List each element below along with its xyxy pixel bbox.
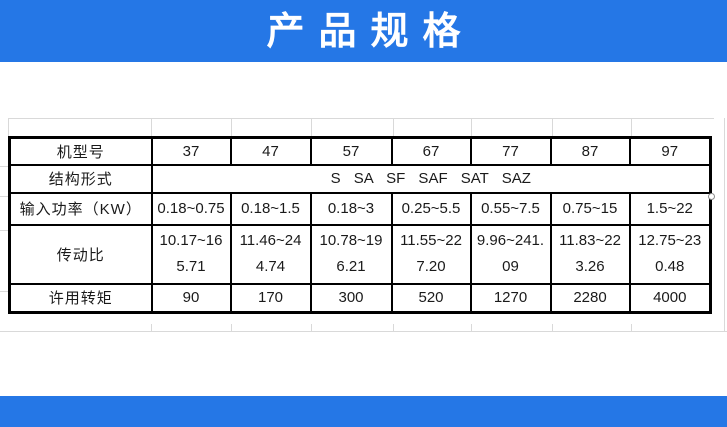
table-cell: 4000: [628, 282, 712, 314]
excel-gridline: [231, 118, 232, 136]
excel-gridline: [471, 324, 472, 331]
excel-gridline: [0, 230, 8, 231]
table-cell: 10.78~19 6.21: [309, 223, 393, 285]
table-cell: 37: [150, 136, 232, 166]
row-allowable-torque: 许用转矩 90 170 300 520 1270 2280 4000: [8, 282, 712, 314]
excel-gridline: [0, 331, 727, 332]
row-label-model-number: 机型号: [8, 136, 153, 166]
table-cell: 1.5~22: [628, 191, 712, 226]
excel-gridline: [393, 118, 394, 136]
table-cell: 170: [229, 282, 312, 314]
table-cell: 10.17~16 5.71: [150, 223, 232, 285]
excel-gridline: [552, 324, 553, 331]
table-cell-merged: S SA SF SAF SAT SAZ: [150, 163, 712, 194]
selection-handle-icon: [708, 193, 715, 200]
spec-table: 机型号 37 47 57 67 77 87 97 结构形式 S SA SF SA…: [8, 136, 712, 314]
excel-gridline: [8, 118, 714, 119]
table-cell: 0.25~5.5: [390, 191, 472, 226]
table-cell: 0.18~1.5: [229, 191, 312, 226]
excel-gridline: [311, 324, 312, 331]
table-cell: 97: [628, 136, 712, 166]
row-label-transmission-ratio: 传动比: [8, 223, 153, 285]
excel-gridline: [631, 324, 632, 331]
excel-gridline: [151, 118, 152, 136]
row-transmission-ratio: 传动比 10.17~16 5.71 11.46~24 4.74 10.78~19…: [8, 223, 712, 285]
row-input-power: 输入功率（KW） 0.18~0.75 0.18~1.5 0.18~3 0.25~…: [8, 191, 712, 226]
table-cell: 77: [469, 136, 552, 166]
table-cell: 67: [390, 136, 472, 166]
table-cell: 0.75~15: [549, 191, 631, 226]
row-label-allowable-torque: 许用转矩: [8, 282, 153, 314]
table-cell: 0.55~7.5: [469, 191, 552, 226]
excel-gridline: [724, 118, 725, 331]
row-label-structure-type: 结构形式: [8, 163, 153, 194]
top-banner: 产品规格: [0, 0, 727, 62]
excel-gridline: [8, 118, 9, 136]
excel-gridline: [631, 118, 632, 136]
table-cell: 1270: [469, 282, 552, 314]
table-cell: 11.83~22 3.26: [549, 223, 631, 285]
excel-gridline: [552, 118, 553, 136]
table-cell: 2280: [549, 282, 631, 314]
excel-gridline: [0, 166, 8, 167]
excel-gridline: [0, 196, 8, 197]
page-title: 产品规格: [266, 11, 475, 53]
row-structure-type: 结构形式 S SA SF SAF SAT SAZ: [8, 163, 712, 194]
table-cell: 12.75~23 0.48: [628, 223, 712, 285]
excel-gridline: [393, 324, 394, 331]
table-cell: 9.96~241. 09: [469, 223, 552, 285]
excel-gridline: [311, 118, 312, 136]
excel-gridline: [471, 118, 472, 136]
table-cell: 0.18~3: [309, 191, 393, 226]
excel-gridline: [151, 324, 152, 331]
table-cell: 300: [309, 282, 393, 314]
table-cell: 11.55~22 7.20: [390, 223, 472, 285]
table-cell: 520: [390, 282, 472, 314]
row-model-number: 机型号 37 47 57 67 77 87 97: [8, 136, 712, 166]
table-cell: 57: [309, 136, 393, 166]
row-label-input-power: 输入功率（KW）: [8, 191, 153, 226]
table-cell: 47: [229, 136, 312, 166]
table-cell: 11.46~24 4.74: [229, 223, 312, 285]
bottom-banner: [0, 396, 727, 427]
table-cell: 87: [549, 136, 631, 166]
table-cell: 0.18~0.75: [150, 191, 232, 226]
table-cell: 90: [150, 282, 232, 314]
excel-gridline: [0, 291, 8, 292]
excel-gridline: [231, 324, 232, 331]
